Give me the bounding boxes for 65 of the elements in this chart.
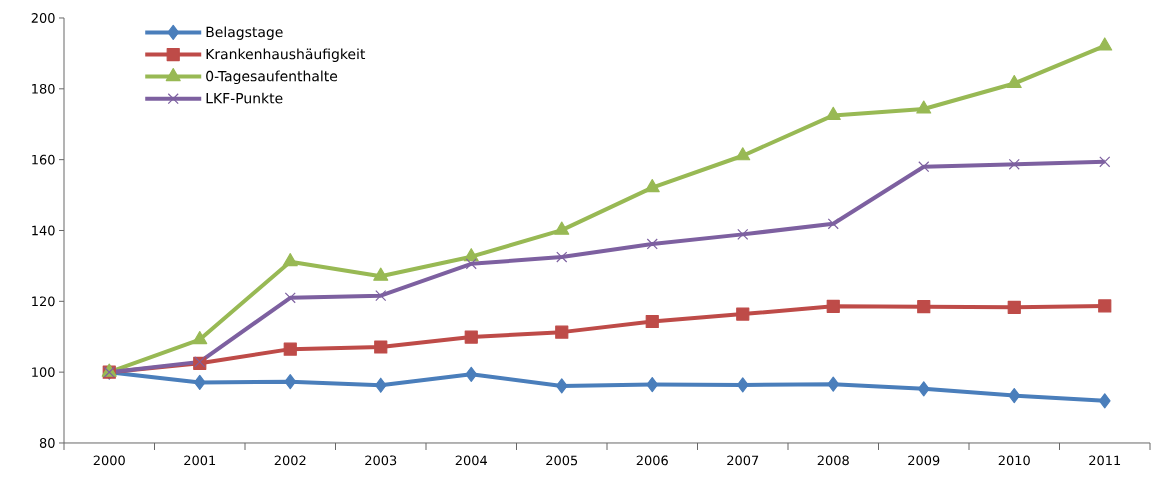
x-tick-label: 2008	[817, 455, 849, 466]
x-tick-label: 2010	[998, 455, 1030, 466]
x-tick-label: 2001	[184, 455, 216, 466]
legend-label: LKF-Punkte	[206, 92, 283, 104]
point	[1099, 156, 1111, 168]
point	[1097, 37, 1113, 51]
point	[374, 377, 387, 393]
point	[736, 377, 749, 393]
point	[283, 342, 297, 356]
point	[1007, 300, 1021, 314]
point	[827, 376, 840, 392]
point	[464, 330, 478, 344]
y-tick-label: 200	[31, 13, 55, 23]
point	[825, 106, 841, 120]
y-tick-label: 180	[32, 83, 55, 94]
x-tick-label: 2002	[274, 455, 306, 466]
point	[193, 374, 206, 391]
point	[463, 248, 479, 262]
point	[826, 299, 840, 313]
y-tick-label: 80	[39, 438, 55, 448]
legend-label: Krankenhaushäufigkeit	[206, 48, 366, 62]
point	[284, 374, 297, 390]
x-tick-label: 2011	[1089, 455, 1121, 466]
point	[554, 221, 570, 235]
point	[916, 100, 932, 114]
point	[1008, 387, 1021, 404]
point	[1098, 299, 1112, 313]
point	[374, 340, 388, 354]
point	[375, 290, 387, 302]
point	[192, 330, 208, 345]
point	[735, 147, 751, 161]
x-tick-label: 2009	[908, 455, 940, 466]
x-tick-label: 2007	[727, 455, 759, 466]
legend-label: 0-Tagesaufenthalte	[206, 70, 338, 85]
point	[284, 292, 296, 304]
legend-label: Belagstage	[206, 26, 283, 40]
point	[1006, 74, 1022, 89]
point	[1098, 393, 1111, 409]
x-tick-label: 2000	[93, 455, 125, 466]
point	[736, 307, 750, 321]
point	[282, 253, 298, 267]
y-tick-label: 100	[32, 367, 55, 378]
y-tick-label: 160	[32, 154, 55, 165]
x-tick-label: 2006	[636, 455, 668, 466]
x-tick-label: 2004	[455, 455, 487, 466]
point	[556, 251, 568, 263]
point	[373, 267, 389, 281]
point	[646, 376, 659, 393]
point	[646, 238, 658, 250]
point	[1008, 158, 1020, 170]
point	[555, 378, 568, 394]
x-tick-label: 2005	[546, 455, 578, 466]
point	[827, 218, 839, 230]
x-tick-label: 2003	[365, 455, 397, 466]
point	[644, 179, 660, 193]
point	[465, 366, 478, 382]
point	[917, 300, 931, 314]
point	[917, 381, 930, 397]
point	[918, 161, 930, 173]
y-tick-label: 140	[32, 225, 55, 236]
point	[737, 228, 749, 240]
point	[555, 325, 569, 339]
point	[465, 258, 477, 270]
point	[645, 314, 659, 329]
y-tick-label: 120	[32, 296, 55, 307]
